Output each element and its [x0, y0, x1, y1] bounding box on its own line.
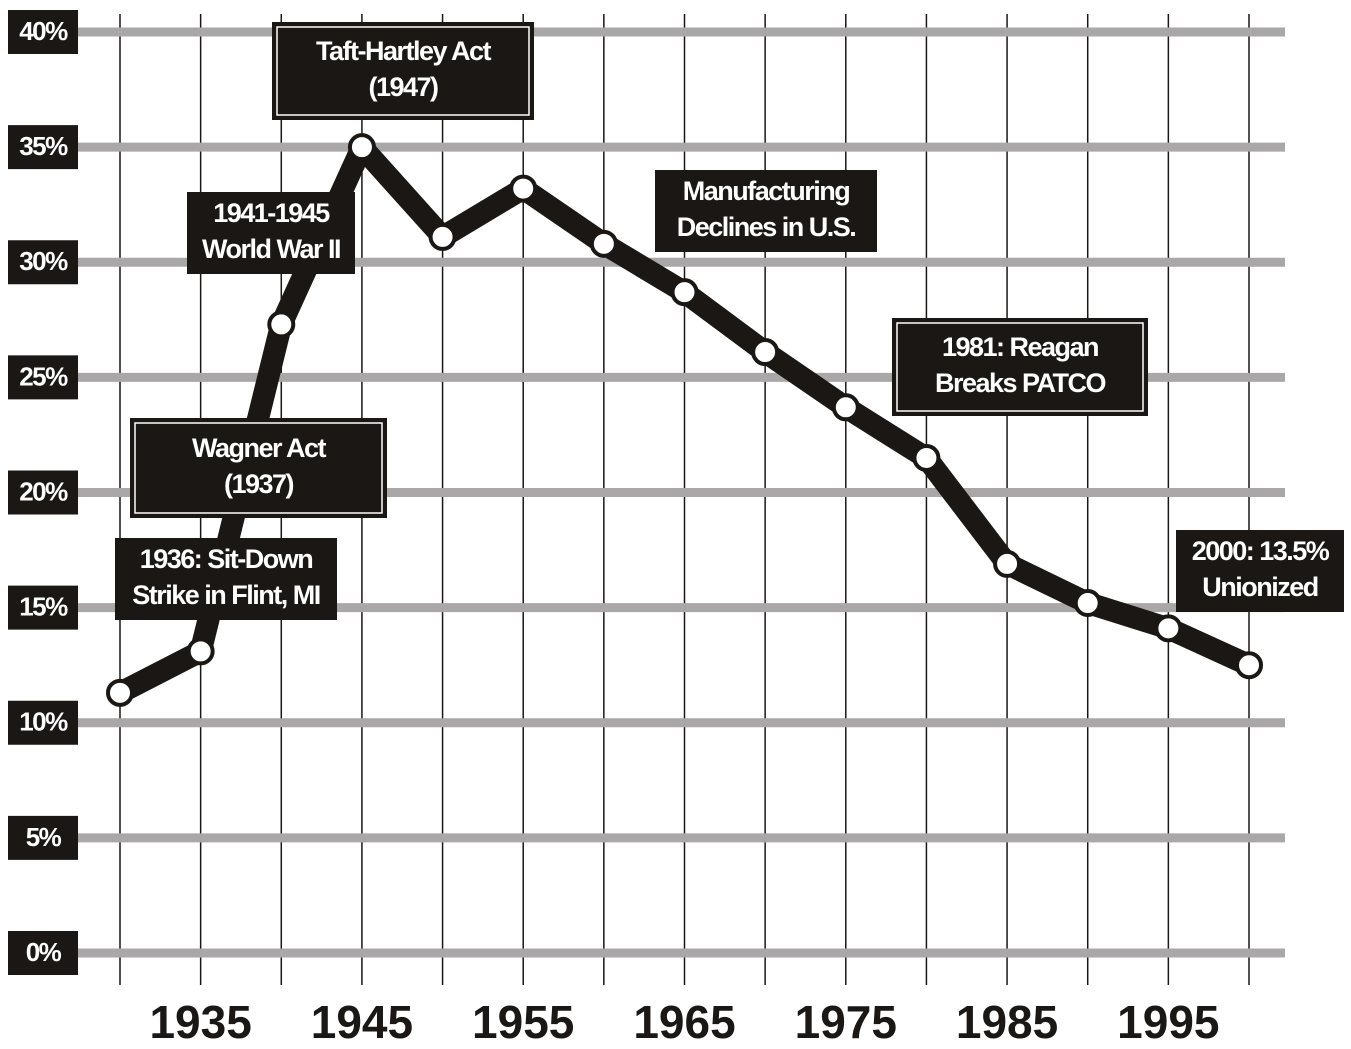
y-tick-box: [8, 355, 78, 400]
x-tick-label: 1985: [956, 996, 1058, 1048]
y-tick-label: 15%: [19, 592, 68, 622]
y-tick-label: 35%: [19, 131, 68, 161]
y-tick-box: [8, 470, 78, 515]
data-point: [347, 133, 376, 162]
y-tick-label: 10%: [19, 707, 68, 737]
annotation-text: Taft-Hartley Act: [316, 36, 492, 66]
y-tick-box: [8, 931, 78, 975]
data-point: [589, 229, 618, 258]
data-point: [1235, 651, 1263, 680]
data-point: [670, 278, 699, 307]
y-tick-label: 20%: [19, 476, 68, 506]
annotation-text: 1941-1945: [213, 198, 330, 228]
y-tick-box: [8, 585, 78, 630]
y-tick-box: [8, 815, 78, 860]
annotation-text: Unionized: [1202, 572, 1318, 602]
data-point: [831, 393, 860, 422]
annotation-box: [272, 22, 534, 120]
annotation-border: [276, 26, 530, 116]
data-point: [428, 222, 457, 251]
annotation-text: (1947): [368, 72, 438, 102]
y-tick-label: 5%: [26, 822, 62, 852]
annotation-text: Wagner Act: [192, 433, 327, 463]
annotation-text: Declines in U.S.: [677, 212, 856, 242]
annotation-box: [892, 318, 1148, 416]
data-point: [993, 549, 1022, 578]
y-tick-box: [8, 125, 78, 170]
y-tick-box: [8, 240, 78, 285]
annotation-box: [1176, 530, 1344, 612]
data-point: [1154, 614, 1183, 643]
data-point: [106, 678, 134, 707]
annotation-text: 1936: Sit-Down: [140, 544, 313, 574]
annotation-box: [655, 170, 877, 252]
annotation-text: Strike in Flint, MI: [132, 580, 320, 610]
y-tick-label: 0%: [26, 937, 62, 967]
annotation-text: World War II: [202, 234, 340, 264]
x-tick-label: 1955: [472, 996, 574, 1048]
y-tick-box: [8, 10, 78, 54]
y-tick-label: 25%: [19, 361, 68, 391]
x-tick-label: 1935: [149, 996, 251, 1048]
annotation-text: (1937): [224, 469, 294, 499]
annotation-box: [130, 418, 387, 518]
data-point: [509, 174, 538, 203]
data-point: [1073, 589, 1102, 618]
data-point: [267, 310, 296, 339]
annotation-text: 1981: Reagan: [942, 332, 1098, 362]
data-point: [186, 637, 215, 666]
annotation-box: [187, 192, 355, 274]
x-tick-label: 1975: [795, 996, 897, 1048]
data-point: [912, 443, 941, 472]
data-point: [751, 338, 780, 367]
y-tick-label: 40%: [19, 16, 68, 46]
annotation-box: [115, 538, 337, 620]
y-tick-box: [8, 700, 78, 745]
x-tick-label: 1945: [311, 996, 413, 1048]
x-tick-label: 1965: [633, 996, 735, 1048]
y-tick-label: 30%: [19, 246, 68, 276]
annotation-border: [134, 422, 383, 514]
annotation-text: 2000: 13.5%: [1192, 536, 1330, 566]
x-tick-label: 1995: [1117, 996, 1219, 1048]
annotation-text: Manufacturing: [683, 176, 850, 206]
annotation-border: [896, 322, 1144, 412]
annotation-text: Breaks PATCO: [935, 368, 1106, 398]
